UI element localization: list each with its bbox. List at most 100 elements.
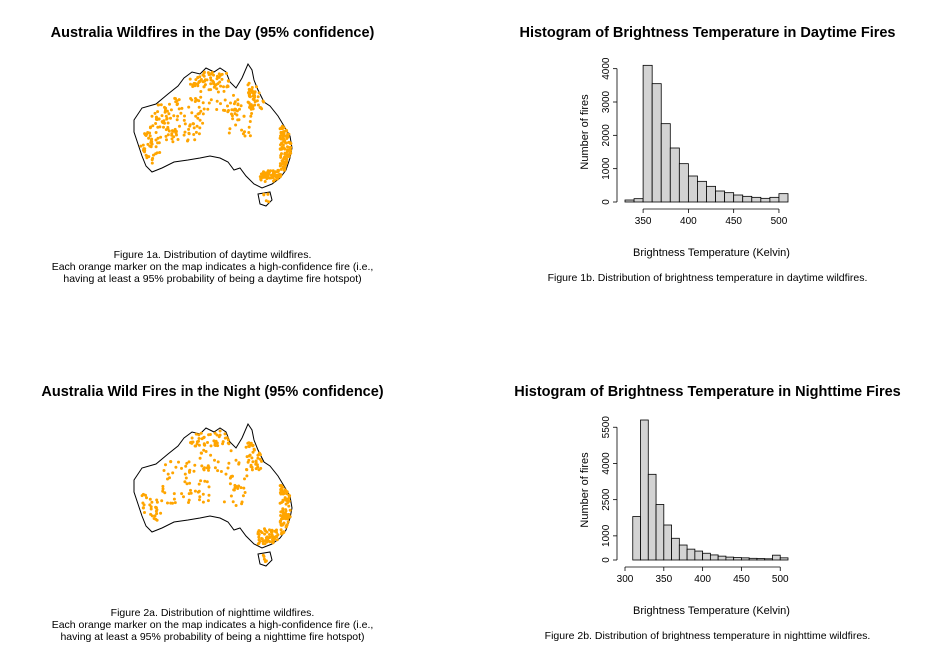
histogram-bar <box>687 175 698 203</box>
fire-marker <box>188 77 192 81</box>
fire-marker <box>199 78 203 81</box>
fire-marker <box>197 433 201 437</box>
fire-marker <box>190 436 194 440</box>
fire-marker <box>187 460 191 464</box>
histogram-bar <box>633 198 644 203</box>
fire-marker <box>249 441 253 445</box>
fire-marker <box>162 125 165 129</box>
fire-marker <box>266 192 270 196</box>
fire-marker <box>253 90 257 94</box>
fire-marker <box>195 98 199 102</box>
fire-marker <box>159 135 163 139</box>
fire-marker <box>232 108 236 112</box>
fire-marker <box>260 537 264 540</box>
fire-marker <box>161 121 165 125</box>
fire-marker <box>166 477 169 481</box>
fire-marker <box>250 465 254 469</box>
fire-marker <box>154 505 158 509</box>
fire-marker <box>257 535 261 539</box>
fire-marker <box>281 491 285 495</box>
fire-marker <box>270 534 274 538</box>
y-tick-label: 3000 <box>601 90 612 113</box>
fire-marker <box>198 495 202 499</box>
fire-marker <box>265 535 269 539</box>
fire-marker <box>220 72 224 76</box>
fire-marker <box>286 145 289 149</box>
fire-marker <box>151 124 155 128</box>
y-tick-label: 4000 <box>601 57 612 80</box>
fire-marker <box>198 126 202 130</box>
fire-marker <box>217 435 221 439</box>
fire-marker <box>231 500 235 504</box>
fire-marker <box>213 458 216 462</box>
x-tick-label: 500 <box>772 574 789 585</box>
fire-marker <box>283 140 287 144</box>
histogram-bar <box>706 185 716 203</box>
fire-marker <box>174 465 178 469</box>
fire-marker <box>236 487 240 490</box>
fire-marker <box>141 506 145 510</box>
fire-marker <box>287 494 291 498</box>
fire-marker <box>226 104 229 108</box>
fire-marker <box>250 88 254 92</box>
fire-marker <box>154 509 158 513</box>
fire-marker <box>196 490 200 494</box>
fire-marker <box>197 105 201 109</box>
fire-marker <box>216 90 220 94</box>
fire-marker <box>222 89 226 93</box>
fire-marker <box>283 147 287 151</box>
map-day <box>133 62 293 207</box>
fire-marker <box>199 109 203 113</box>
fire-marker <box>282 132 285 136</box>
fire-marker <box>246 100 250 104</box>
fire-marker <box>270 540 274 544</box>
fire-marker <box>207 433 211 437</box>
fire-marker <box>231 117 235 121</box>
histogram-bar <box>686 548 696 561</box>
fire-marker <box>281 130 285 134</box>
fire-marker <box>189 97 193 100</box>
fire-marker <box>226 84 230 88</box>
x-tick-label: 300 <box>617 574 634 585</box>
fire-marker <box>279 127 283 131</box>
fire-marker <box>187 127 191 131</box>
histogram-bar <box>741 557 750 561</box>
fire-marker <box>156 136 160 140</box>
fire-marker <box>236 103 240 107</box>
fire-marker <box>201 500 205 504</box>
fire-marker <box>282 513 285 517</box>
histogram-bar <box>663 524 672 561</box>
fire-marker <box>183 122 187 126</box>
x-axis-label: Brightness Temperature (Kelvin) <box>633 605 790 617</box>
fire-marker <box>251 460 255 464</box>
fire-marker <box>185 461 189 465</box>
fire-marker <box>234 123 238 127</box>
fire-marker <box>230 114 234 118</box>
fire-marker <box>207 88 211 92</box>
histogram-bar <box>640 419 649 561</box>
fire-marker <box>248 134 252 138</box>
fire-marker <box>268 540 272 544</box>
histogram-bar <box>772 554 781 561</box>
fire-marker <box>194 78 198 82</box>
fire-marker <box>248 120 252 123</box>
fire-marker <box>145 496 148 500</box>
fire-marker <box>284 498 288 502</box>
fire-marker <box>228 127 232 131</box>
fire-marker <box>176 114 180 118</box>
fire-marker <box>169 108 173 112</box>
hist-day-title: Histogram of Brightness Temperature in D… <box>519 25 896 41</box>
fire-marker <box>251 443 255 447</box>
fire-marker <box>165 117 169 121</box>
fire-marker <box>207 493 211 497</box>
y-tick-label: 4000 <box>601 452 612 475</box>
histogram-bar <box>642 64 653 203</box>
fire-marker <box>269 169 273 173</box>
map-day-caption-line-2: Each orange marker on the map indicates … <box>51 261 374 273</box>
fire-marker <box>202 448 206 452</box>
fire-marker <box>278 484 282 488</box>
x-tick-label: 350 <box>635 216 652 227</box>
fire-marker <box>247 444 251 448</box>
fire-marker <box>215 99 219 103</box>
fire-marker <box>142 147 146 151</box>
